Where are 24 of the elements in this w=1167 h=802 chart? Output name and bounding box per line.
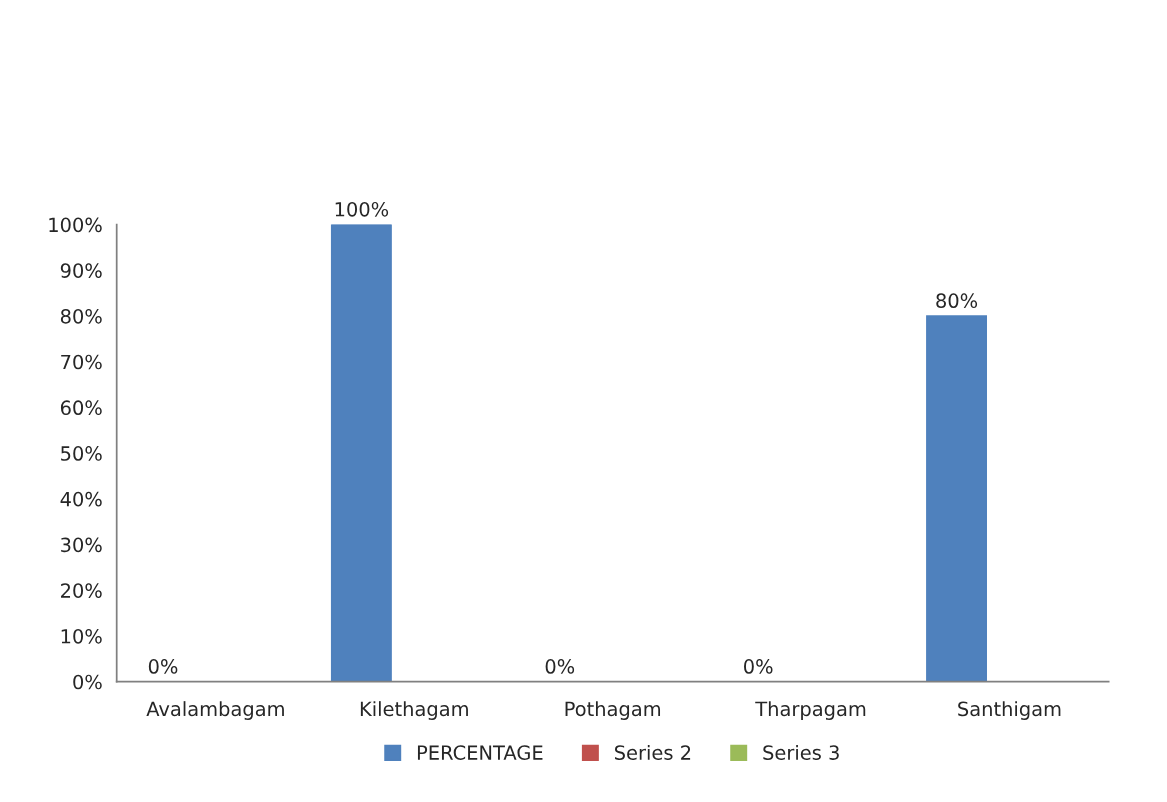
x-tick-label: Tharpagam [755,701,866,720]
y-tick-label: 40% [60,491,102,507]
data-label: 0% [545,659,575,674]
data-label: 0% [744,659,773,674]
y-tick-label: 30% [61,537,102,553]
x-tick-label: Kilethagam [360,701,468,720]
data-label: 0% [148,659,178,674]
legend-label: Series 3 [763,744,839,760]
y-tick-label: 80% [60,308,102,324]
data-label: 80% [936,293,978,309]
x-tick-label: Pothagam [565,701,661,720]
x-tick-label: Santhigam [958,701,1061,720]
y-tick-label: 90% [60,263,102,278]
y-tick-label: 10% [61,628,102,644]
y-tick-label: 60% [60,400,102,416]
y-tick-label: 20% [61,583,102,598]
legend-label: PERCENTAGE [417,745,543,760]
y-tick-label: 50% [61,446,102,461]
y-tick-label: 100% [49,217,102,233]
legend-label: Series 2 [614,744,691,760]
x-tick-label: Avalambagam [146,701,284,720]
y-tick-label: 70% [61,354,102,370]
y-tick-label: 0% [73,674,102,690]
data-label: 100% [335,201,389,217]
